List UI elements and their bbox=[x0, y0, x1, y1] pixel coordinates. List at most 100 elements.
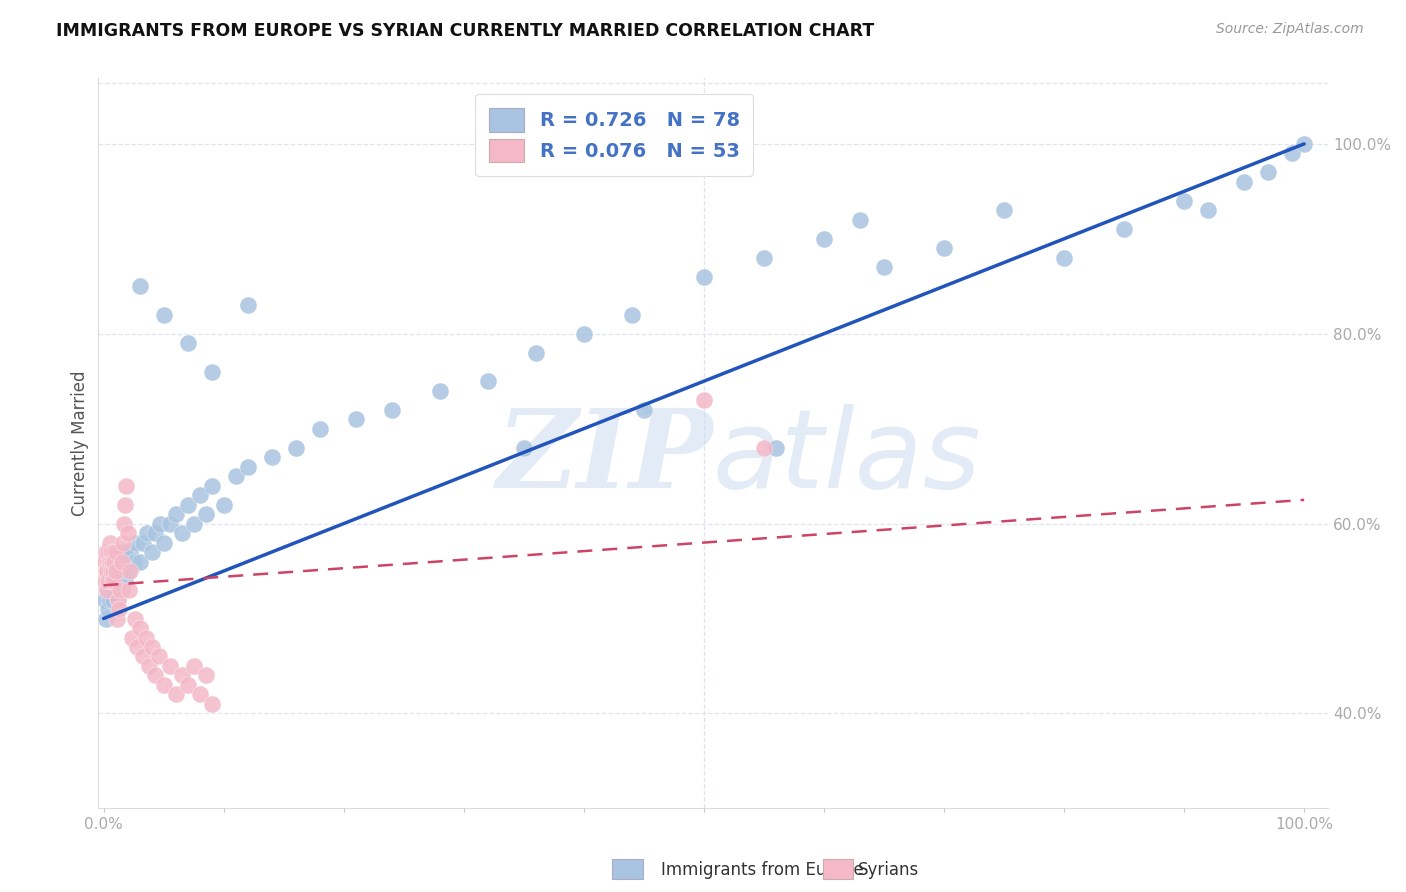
Point bbox=[344, 412, 367, 426]
Text: IMMIGRANTS FROM EUROPE VS SYRIAN CURRENTLY MARRIED CORRELATION CHART: IMMIGRANTS FROM EUROPE VS SYRIAN CURRENT… bbox=[56, 22, 875, 40]
Point bbox=[96, 582, 118, 597]
Point bbox=[101, 545, 124, 559]
Point bbox=[284, 441, 307, 455]
Point bbox=[849, 212, 872, 227]
Point bbox=[101, 564, 124, 578]
Point bbox=[183, 516, 205, 531]
Point bbox=[122, 555, 145, 569]
Point bbox=[159, 516, 181, 531]
Point bbox=[104, 564, 127, 578]
Point bbox=[103, 574, 125, 588]
Point bbox=[148, 649, 170, 664]
Point bbox=[225, 469, 247, 483]
Point bbox=[693, 269, 716, 284]
Point bbox=[111, 535, 134, 549]
Point bbox=[97, 545, 120, 559]
Point bbox=[752, 251, 775, 265]
Point bbox=[101, 592, 124, 607]
Point bbox=[101, 564, 124, 578]
Point bbox=[141, 640, 163, 654]
Point bbox=[1233, 175, 1256, 189]
Point bbox=[117, 564, 139, 578]
Point bbox=[97, 602, 120, 616]
Point bbox=[165, 507, 187, 521]
Point bbox=[128, 555, 150, 569]
Point bbox=[100, 555, 122, 569]
Point bbox=[98, 555, 121, 569]
Point bbox=[114, 498, 136, 512]
Point bbox=[121, 631, 143, 645]
Point bbox=[212, 498, 235, 512]
Point bbox=[260, 450, 283, 464]
Point bbox=[98, 535, 121, 549]
Point bbox=[128, 621, 150, 635]
Point bbox=[194, 507, 217, 521]
Point bbox=[165, 688, 187, 702]
Point bbox=[159, 659, 181, 673]
Point bbox=[873, 260, 896, 275]
Point bbox=[932, 241, 955, 255]
Text: Source: ZipAtlas.com: Source: ZipAtlas.com bbox=[1216, 22, 1364, 37]
Y-axis label: Currently Married: Currently Married bbox=[72, 370, 89, 516]
Point bbox=[97, 574, 120, 588]
Point bbox=[152, 535, 174, 549]
Text: ZIP: ZIP bbox=[496, 404, 713, 511]
Point bbox=[477, 374, 499, 388]
Point bbox=[103, 582, 125, 597]
Point bbox=[110, 555, 132, 569]
Point bbox=[94, 574, 117, 588]
Point bbox=[176, 678, 198, 692]
Point bbox=[188, 488, 211, 502]
Point bbox=[135, 631, 157, 645]
Text: Immigrants from Europe: Immigrants from Europe bbox=[661, 861, 863, 879]
Point bbox=[94, 555, 117, 569]
Point bbox=[633, 402, 655, 417]
Point bbox=[1294, 136, 1316, 151]
Point bbox=[117, 526, 139, 541]
Point bbox=[201, 365, 224, 379]
Point bbox=[1053, 251, 1076, 265]
Point bbox=[1112, 222, 1135, 236]
Point bbox=[125, 535, 148, 549]
Point bbox=[94, 545, 117, 559]
Point bbox=[103, 555, 125, 569]
Point bbox=[201, 697, 224, 711]
Point bbox=[98, 564, 121, 578]
Point bbox=[112, 516, 135, 531]
Point bbox=[429, 384, 451, 398]
Point bbox=[1281, 146, 1303, 161]
Point bbox=[107, 592, 129, 607]
Point bbox=[104, 545, 127, 559]
Point bbox=[993, 203, 1015, 218]
Point bbox=[183, 659, 205, 673]
Point bbox=[813, 232, 835, 246]
Point bbox=[104, 555, 127, 569]
Point bbox=[188, 688, 211, 702]
Point bbox=[105, 611, 128, 625]
Point bbox=[111, 564, 134, 578]
Point bbox=[105, 574, 128, 588]
Point bbox=[143, 668, 166, 682]
Point bbox=[107, 564, 129, 578]
Point bbox=[128, 279, 150, 293]
Point bbox=[765, 441, 787, 455]
Point bbox=[94, 611, 117, 625]
Point bbox=[96, 564, 118, 578]
Point bbox=[118, 564, 141, 578]
Point bbox=[114, 574, 136, 588]
Point bbox=[108, 602, 131, 616]
Point bbox=[236, 298, 259, 312]
Point bbox=[149, 516, 172, 531]
Point bbox=[381, 402, 404, 417]
Point bbox=[138, 659, 160, 673]
Point bbox=[132, 649, 155, 664]
Point bbox=[143, 526, 166, 541]
Point bbox=[96, 582, 118, 597]
Point bbox=[1257, 165, 1279, 179]
Point bbox=[115, 478, 138, 492]
Point bbox=[170, 526, 193, 541]
Point bbox=[308, 422, 330, 436]
Point bbox=[94, 592, 117, 607]
Text: Syrians: Syrians bbox=[858, 861, 920, 879]
Legend: R = 0.726   N = 78, R = 0.076   N = 53: R = 0.726 N = 78, R = 0.076 N = 53 bbox=[475, 95, 754, 176]
